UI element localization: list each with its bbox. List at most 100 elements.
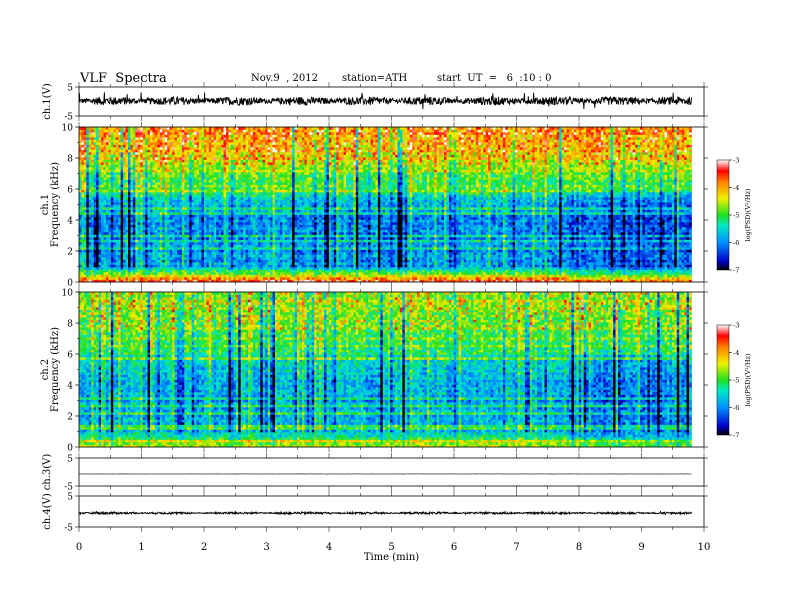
spectrogram-cell [81,232,85,235]
spectrogram-cell [255,152,259,155]
spectrogram-cell [118,157,121,160]
spectrogram-cell [103,274,107,278]
spectrogram-cell [230,259,234,263]
spectrogram-cell [179,204,183,208]
spectrogram-cell [272,172,276,175]
spectrogram-cell [101,182,104,185]
spectrogram-cell [83,209,87,213]
spectrogram-cell [86,242,90,245]
spectrogram-cell [147,127,151,130]
spectrogram-cell [147,239,151,243]
spectrogram-cell [81,277,85,280]
spectrogram-cell [125,229,129,233]
spectrogram-cell [186,199,190,203]
spectrogram-cell [93,187,97,190]
spectrogram-cell [262,279,266,283]
spectrogram-cell [206,214,210,218]
spectrogram-cell [164,207,168,210]
spectrogram-cell [194,207,197,210]
spectrogram-cell [257,219,261,223]
spectrogram-cell [186,194,190,198]
spectrogram-cell [248,149,251,153]
spectrogram-cell [159,222,163,225]
spectrogram-cell [93,259,97,263]
spectrogram-cell [162,137,166,140]
spectrogram-cell [189,147,193,150]
spectrogram-cell [265,197,268,200]
spectrogram-cell [110,164,114,168]
spectrogram-cell [162,192,166,195]
spectrogram-cell [110,277,114,280]
spectrogram-cell [172,162,175,165]
spectrogram-cell [172,227,175,230]
spectrogram-cell [238,279,242,283]
spectrogram-cell [257,262,261,265]
spectrogram-cell [157,164,161,168]
spectrogram-cell [118,277,121,280]
spectrogram-cell [103,252,107,255]
spectrogram-cell [230,222,234,225]
spectrogram-cell [164,214,168,218]
spectrogram-cell [177,147,180,150]
spectrogram-cell [216,209,219,213]
spectrogram-cell [216,229,219,233]
spectrogram-cell [216,129,219,133]
spectrogram-cell [250,277,254,280]
spectrogram-cell [157,239,161,243]
spectrogram-cell [267,239,271,243]
spectrogram-cell [118,269,121,273]
spectrogram-cell [270,182,273,185]
spectrogram-cell [243,239,246,243]
spectrogram-cell [184,157,188,160]
spectrogram-cell [267,249,271,253]
spectrogram-cell [248,154,251,158]
spectrogram-cell [120,257,124,260]
spectrogram-cell [101,244,104,248]
spectrogram-cell [267,277,271,280]
spectrogram-cell [250,172,254,175]
spectrogram-cell [132,202,136,205]
spectrogram-cell [177,194,180,198]
spectrogram-cell [226,147,229,150]
spectrogram-cell [125,169,129,173]
spectrogram-cell [152,142,156,145]
spectrogram-cell [230,192,234,195]
spectrogram-cell [125,172,129,175]
spectrogram-cell [230,267,234,270]
spectrogram-cell [125,184,129,188]
spectrogram-cell [105,132,109,135]
spectrogram-cell [132,257,136,260]
spectrogram-cell [169,167,173,170]
spectrogram-cell [118,217,121,220]
spectrogram-cell [98,239,102,243]
spectrogram-cell [140,279,144,283]
spectrogram-cell [118,172,121,175]
spectrogram-cell [140,274,144,278]
spectrogram-cell [206,182,210,185]
spectrogram-cell [150,234,153,238]
spectrogram-cell [245,202,249,205]
spectrogram-cell [86,267,90,270]
spectrogram-cell [260,222,264,225]
spectrogram-cell [140,204,144,208]
spectrogram-cell [152,219,156,223]
spectrogram-cell [211,147,215,150]
spectrogram-cell [115,272,119,275]
spectrogram-cell [206,172,210,175]
spectrogram-cell [128,177,131,180]
spectrogram-cell [162,184,166,188]
spectrogram-cell [223,209,227,213]
spectrogram-cell [98,174,102,178]
spectrogram-cell [211,179,215,183]
spectrogram-cell [169,274,173,278]
spectrogram-cell [250,167,254,170]
spectrogram-cell [110,154,114,158]
spectrogram-cell [91,254,95,258]
spectrogram-cell [245,237,249,240]
spectrogram-cell [128,232,131,235]
spectrogram-cell [152,164,156,168]
spectrogram-cell [169,217,173,220]
spectrogram-cell [145,152,148,155]
spectrogram-cell [101,227,104,230]
spectrogram-cell [167,214,170,218]
